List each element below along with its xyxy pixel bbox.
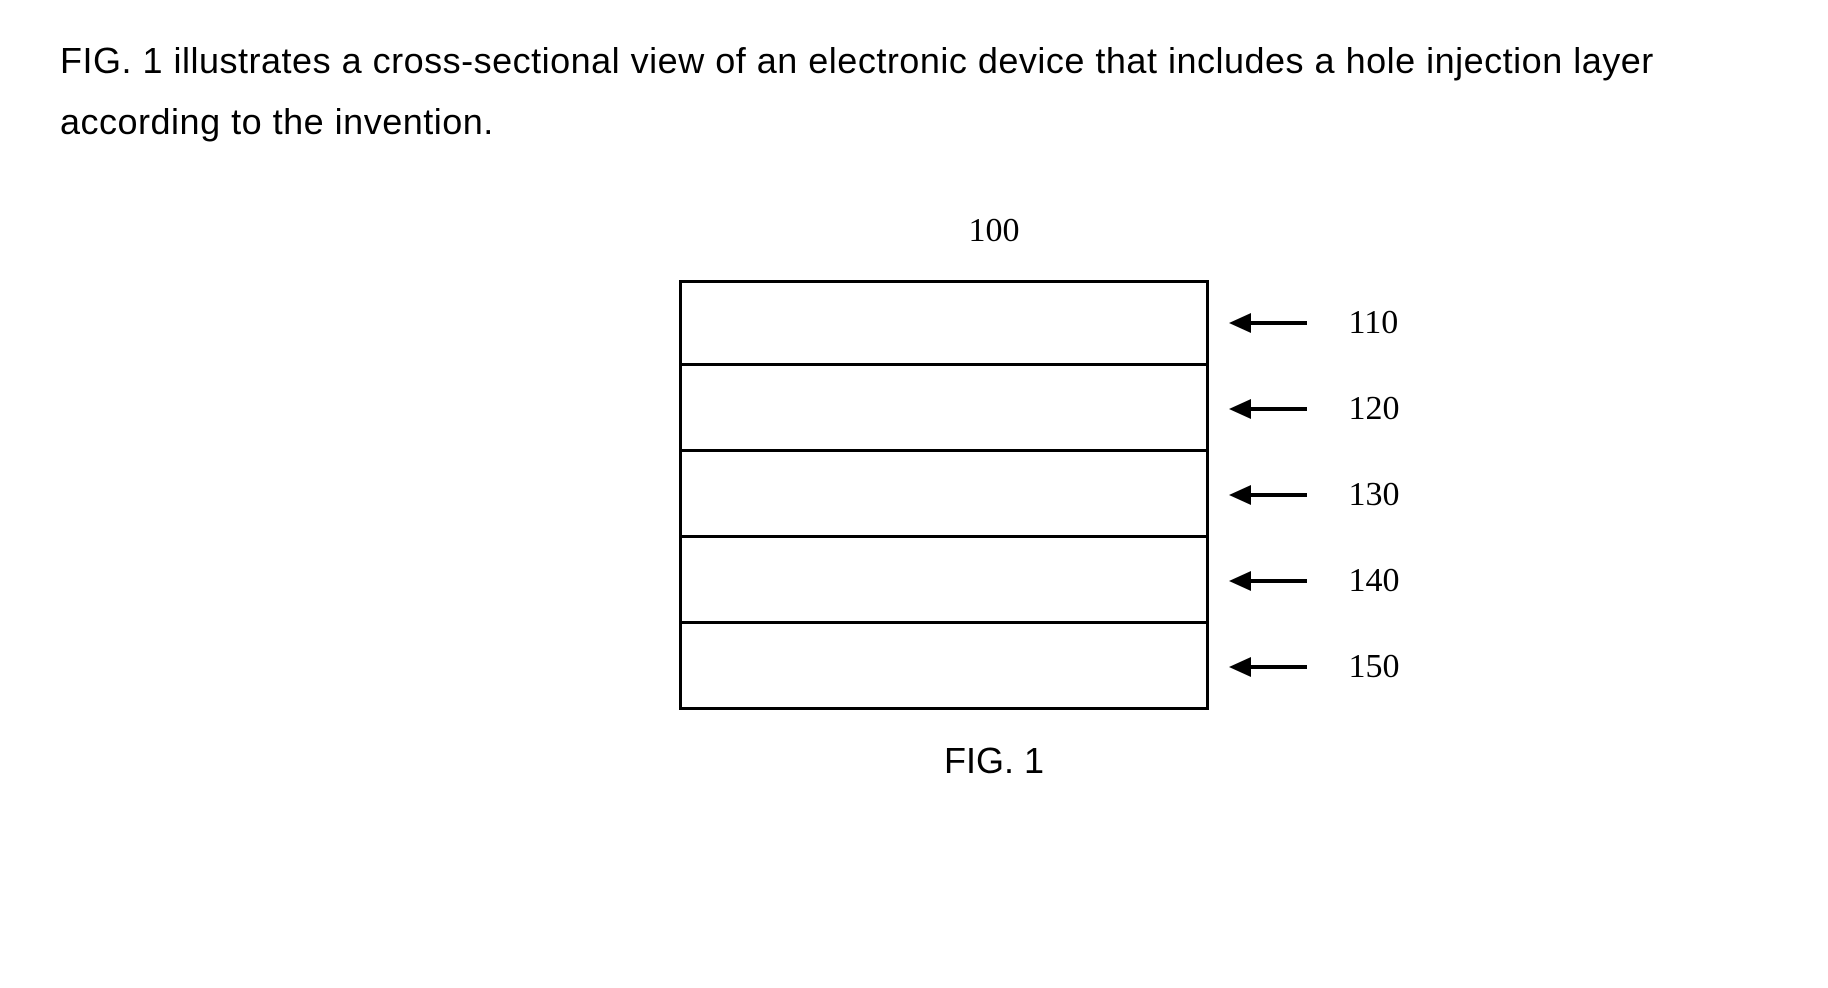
arrow-left-icon — [1229, 657, 1309, 677]
layer-stack — [679, 280, 1209, 710]
annotation-row: 120 — [1229, 366, 1400, 452]
figure-caption: FIG. 1 illustrates a cross-sectional vie… — [60, 30, 1768, 152]
arrow-left-icon — [1229, 399, 1309, 419]
figure-label: FIG. 1 — [944, 740, 1044, 782]
layer-110 — [679, 280, 1209, 366]
layer-120 — [679, 366, 1209, 452]
annotation-row: 150 — [1229, 624, 1400, 710]
layer-150 — [679, 624, 1209, 710]
figure-container: 100 110 120 — [310, 212, 1768, 782]
annotation-row: 110 — [1229, 280, 1400, 366]
top-reference-number: 100 — [969, 212, 1020, 250]
layer-130 — [679, 452, 1209, 538]
reference-label: 120 — [1349, 390, 1400, 428]
reference-label: 150 — [1349, 648, 1400, 686]
arrow-left-icon — [1229, 485, 1309, 505]
annotation-row: 140 — [1229, 538, 1400, 624]
diagram-row: 110 120 130 14 — [679, 280, 1400, 710]
reference-label: 140 — [1349, 562, 1400, 600]
annotation-row: 130 — [1229, 452, 1400, 538]
layer-140 — [679, 538, 1209, 624]
reference-label: 130 — [1349, 476, 1400, 514]
arrow-left-icon — [1229, 571, 1309, 591]
arrow-left-icon — [1229, 313, 1309, 333]
annotations-column: 110 120 130 14 — [1229, 280, 1400, 710]
reference-label: 110 — [1349, 304, 1399, 342]
